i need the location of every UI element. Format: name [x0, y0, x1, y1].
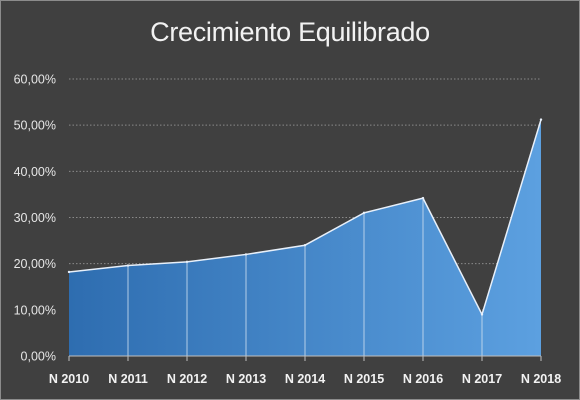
data-point [303, 244, 307, 247]
data-point [185, 260, 189, 264]
x-tick-label: N 2013 [226, 372, 266, 386]
data-point [362, 211, 366, 215]
data-point [539, 118, 543, 121]
x-tick-label: N 2017 [462, 372, 502, 386]
y-tick-label: 0,00% [21, 350, 56, 364]
y-tick-label: 30,00% [14, 211, 56, 225]
y-tick-label: 20,00% [14, 257, 56, 271]
x-tick-label: N 2010 [49, 372, 89, 386]
x-tick-label: N 2014 [285, 372, 325, 386]
x-tick-label: N 2011 [108, 372, 148, 386]
data-point [480, 313, 484, 316]
x-tick-label: N 2018 [521, 372, 561, 386]
data-point [421, 196, 425, 200]
data-point [67, 270, 71, 274]
y-tick-label: 50,00% [14, 119, 56, 133]
x-tick-label: N 2016 [403, 372, 443, 386]
y-tick-label: 60,00% [14, 73, 56, 87]
data-point [126, 264, 130, 267]
x-tick-label: N 2012 [167, 372, 207, 386]
x-tick-label: N 2015 [344, 372, 384, 386]
y-tick-label: 10,00% [14, 303, 56, 317]
data-point [244, 253, 248, 256]
y-tick-label: 40,00% [14, 165, 56, 179]
chart-title: Crecimiento Equilibrado [150, 17, 430, 47]
